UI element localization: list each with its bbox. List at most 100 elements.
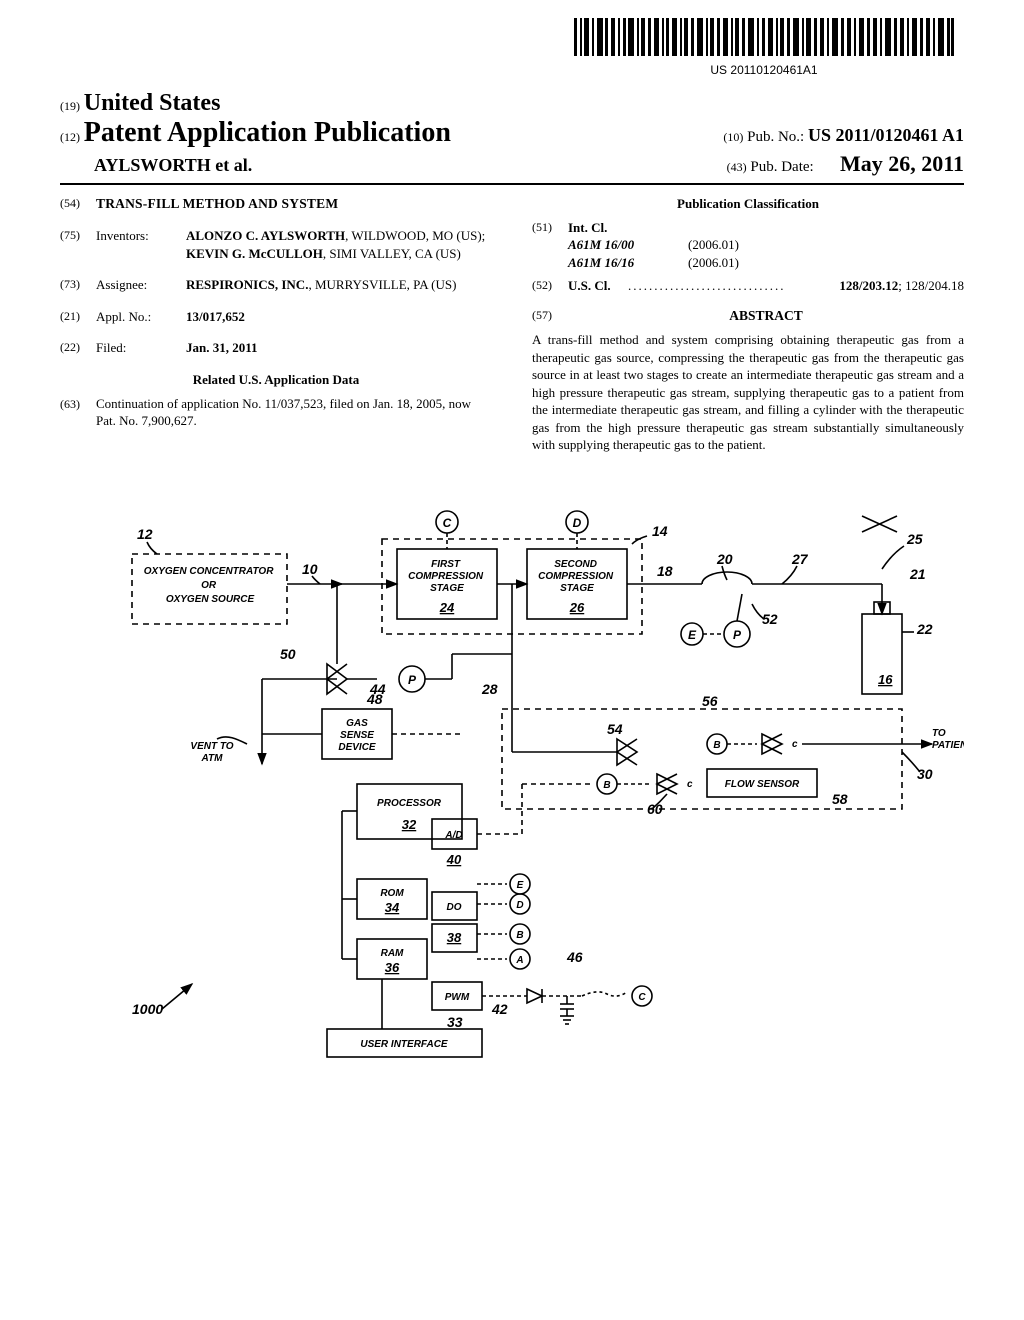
svg-text:B: B xyxy=(516,930,523,941)
right-column: Publication Classification (51) Int. Cl.… xyxy=(532,195,964,454)
svg-text:SECOND COMPRESSION: SECOND COMPRESSION STAGE xyxy=(538,559,616,594)
pubno-tag: (10) xyxy=(723,130,743,144)
svg-text:RAM: RAM xyxy=(381,948,404,959)
svg-text:P: P xyxy=(408,673,417,687)
author-line: AYLSWORTH et al. xyxy=(60,155,252,176)
left-column: (54) TRANS-FILL METHOD AND SYSTEM (75) I… xyxy=(60,195,492,454)
patent-figure: OXYGEN CONCENTRATOR OR OXYGEN SOURCE 12 … xyxy=(60,484,964,1089)
abstract-tag: (57) xyxy=(532,307,568,325)
svg-text:B: B xyxy=(713,740,720,751)
svg-text:22: 22 xyxy=(916,621,933,637)
svg-text:D: D xyxy=(516,900,523,911)
assignee-label: Assignee: xyxy=(96,276,186,294)
svg-text:50: 50 xyxy=(280,646,296,662)
svg-text:25: 25 xyxy=(906,531,923,547)
uscl-label: U.S. Cl. xyxy=(568,277,628,295)
divider xyxy=(60,183,964,185)
svg-text:28: 28 xyxy=(481,681,498,697)
uscl-dots: .............................. xyxy=(628,277,839,295)
uscl-value: 128/203.12 xyxy=(839,278,898,293)
intcl-label: Int. Cl. xyxy=(568,219,964,237)
svg-text:40: 40 xyxy=(446,852,462,867)
pubno-value: US 2011/0120461 A1 xyxy=(808,125,964,145)
svg-text:12: 12 xyxy=(137,526,153,542)
svg-text:E: E xyxy=(688,628,697,642)
svg-text:USER INTERFACE: USER INTERFACE xyxy=(360,1039,448,1050)
applno-tag: (21) xyxy=(60,308,96,326)
svg-text:34: 34 xyxy=(385,900,400,915)
related-text: (63)Continuation of application No. 11/0… xyxy=(60,395,492,430)
abstract-text: A trans-fill method and system comprisin… xyxy=(532,331,964,454)
patent-header: (19) United States (12) Patent Applicati… xyxy=(60,90,964,177)
svg-text:58: 58 xyxy=(832,791,848,807)
title-tag: (54) xyxy=(60,195,96,213)
date-tag: (43) xyxy=(727,160,747,174)
svg-text:14: 14 xyxy=(652,523,668,539)
svg-text:FIRST COMPRESSION: FIRST COMPRESSION STAGE xyxy=(408,559,486,594)
country-name: United States xyxy=(84,90,221,116)
pubno-label: Pub. No.: xyxy=(747,129,804,145)
svg-text:GASSENSEDEVICE: GASSENSEDEVICE xyxy=(338,718,376,753)
pub-label: Patent Application Publication xyxy=(84,117,451,148)
barcode-text: US 20110120461A1 xyxy=(574,63,954,77)
inventors-tag: (75) xyxy=(60,227,96,262)
svg-text:18: 18 xyxy=(657,563,673,579)
svg-text:27: 27 xyxy=(791,551,809,567)
svg-text:TOPATIENT: TOPATIENT xyxy=(932,728,964,751)
svg-text:c: c xyxy=(792,739,798,750)
barcode: US 20110120461A1 xyxy=(574,18,954,63)
svg-text:38: 38 xyxy=(447,930,462,945)
uscl-tag: (52) xyxy=(532,277,568,295)
filed-tag: (22) xyxy=(60,339,96,357)
classification-header: Publication Classification xyxy=(532,195,964,213)
svg-text:26: 26 xyxy=(569,600,585,615)
svg-text:A/D: A/D xyxy=(444,830,462,841)
svg-text:46: 46 xyxy=(566,949,583,965)
filed-value: Jan. 31, 2011 xyxy=(186,339,492,357)
svg-text:C: C xyxy=(443,516,452,530)
svg-text:P: P xyxy=(733,628,742,642)
svg-text:16: 16 xyxy=(878,672,893,687)
svg-text:52: 52 xyxy=(762,611,778,627)
svg-text:24: 24 xyxy=(439,600,455,615)
svg-text:E: E xyxy=(517,880,524,891)
date-value: May 26, 2011 xyxy=(840,151,964,176)
intcl-code-1: A61M 16/00 xyxy=(568,236,688,254)
svg-text:60: 60 xyxy=(647,801,663,817)
svg-text:FLOW SENSOR: FLOW SENSOR xyxy=(725,779,800,790)
intcl-tag: (51) xyxy=(532,219,568,272)
svg-text:1000: 1000 xyxy=(132,1001,163,1017)
svg-text:32: 32 xyxy=(402,817,417,832)
svg-text:42: 42 xyxy=(491,1001,508,1017)
svg-text:36: 36 xyxy=(385,960,400,975)
abstract-header: ABSTRACT xyxy=(568,307,964,325)
applno-label: Appl. No.: xyxy=(96,308,186,326)
svg-text:21: 21 xyxy=(909,566,926,582)
svg-text:PROCESSOR: PROCESSOR xyxy=(377,798,442,809)
svg-text:B: B xyxy=(603,780,610,791)
inventors-label: Inventors: xyxy=(96,227,186,262)
country-tag: (19) xyxy=(60,99,80,113)
svg-text:c: c xyxy=(687,779,693,790)
svg-text:54: 54 xyxy=(607,721,623,737)
filed-label: Filed: xyxy=(96,339,186,357)
svg-text:48: 48 xyxy=(366,691,383,707)
intcl-year-2: (2006.01) xyxy=(688,254,739,272)
svg-text:56: 56 xyxy=(702,693,718,709)
svg-text:10: 10 xyxy=(302,561,318,577)
patent-title: TRANS-FILL METHOD AND SYSTEM xyxy=(96,195,492,213)
svg-text:PWM: PWM xyxy=(445,992,470,1003)
svg-text:33: 33 xyxy=(447,1014,463,1030)
applno-value: 13/017,652 xyxy=(186,308,492,326)
date-label: Pub. Date: xyxy=(750,159,813,175)
svg-text:20: 20 xyxy=(716,551,733,567)
svg-text:ROM: ROM xyxy=(380,888,404,899)
inventors: ALONZO C. AYLSWORTH, WILDWOOD, MO (US); … xyxy=(186,227,492,262)
svg-text:D: D xyxy=(573,516,582,530)
svg-text:C: C xyxy=(638,992,646,1003)
intcl-year-1: (2006.01) xyxy=(688,236,739,254)
svg-text:30: 30 xyxy=(917,766,933,782)
uscl-value-2: ; 128/204.18 xyxy=(898,278,964,293)
svg-text:A: A xyxy=(515,955,523,966)
pub-tag: (12) xyxy=(60,130,80,144)
